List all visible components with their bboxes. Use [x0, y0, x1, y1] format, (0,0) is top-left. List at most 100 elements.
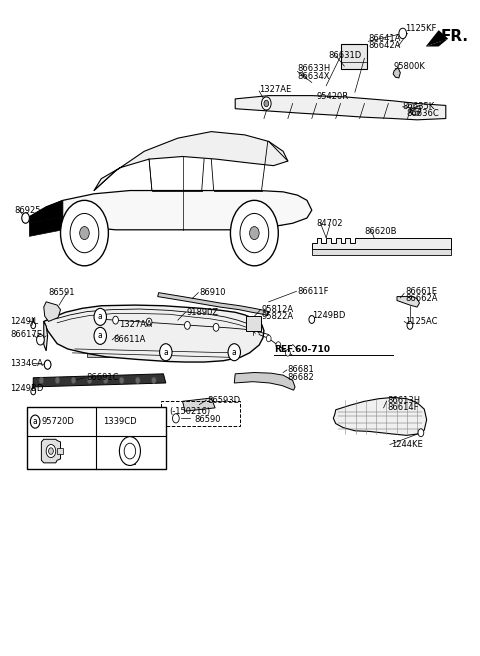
Text: a: a	[33, 417, 37, 426]
Text: 86661E: 86661E	[405, 287, 437, 296]
Circle shape	[152, 377, 156, 384]
Polygon shape	[44, 302, 60, 321]
Text: 86613H: 86613H	[387, 396, 420, 405]
Circle shape	[276, 342, 281, 348]
Circle shape	[31, 322, 36, 329]
Text: 86620B: 86620B	[364, 226, 397, 236]
Circle shape	[113, 316, 119, 324]
Text: 86593D: 86593D	[207, 396, 240, 405]
Text: a: a	[98, 331, 103, 340]
Circle shape	[60, 200, 108, 266]
Text: 1244KE: 1244KE	[391, 440, 422, 449]
Circle shape	[250, 226, 259, 239]
Bar	[161, 401, 240, 426]
Circle shape	[230, 200, 278, 266]
Circle shape	[55, 377, 60, 384]
Polygon shape	[29, 190, 312, 230]
Polygon shape	[158, 350, 187, 358]
Text: FR.: FR.	[441, 29, 469, 43]
Circle shape	[262, 97, 271, 110]
Text: 86635K: 86635K	[403, 102, 435, 112]
Text: 1249BD: 1249BD	[312, 311, 345, 320]
Circle shape	[213, 323, 219, 331]
Polygon shape	[29, 216, 63, 236]
Circle shape	[22, 213, 29, 223]
Circle shape	[94, 327, 107, 344]
Circle shape	[124, 443, 136, 459]
Polygon shape	[197, 350, 226, 358]
Polygon shape	[44, 305, 264, 362]
Text: 86641A: 86641A	[368, 34, 401, 43]
Text: 1249JL: 1249JL	[10, 317, 38, 326]
Text: 1339CD: 1339CD	[103, 417, 136, 426]
Text: (-150216): (-150216)	[169, 407, 210, 417]
Text: 86634X: 86634X	[298, 72, 330, 81]
Polygon shape	[87, 349, 111, 357]
Circle shape	[46, 445, 56, 458]
Text: 95800K: 95800K	[393, 62, 425, 72]
Circle shape	[71, 377, 76, 384]
Circle shape	[146, 318, 152, 326]
Circle shape	[70, 213, 99, 253]
Circle shape	[418, 429, 424, 437]
Circle shape	[286, 350, 290, 356]
Polygon shape	[426, 39, 448, 47]
Text: 1125AC: 1125AC	[405, 317, 438, 326]
Text: 95420R: 95420R	[317, 92, 348, 102]
Polygon shape	[44, 321, 48, 351]
Text: 86614F: 86614F	[387, 403, 419, 413]
Polygon shape	[410, 106, 421, 115]
Text: 86681: 86681	[288, 365, 314, 375]
Circle shape	[399, 28, 407, 39]
Text: a: a	[164, 348, 168, 357]
Circle shape	[159, 344, 172, 361]
Circle shape	[184, 321, 190, 329]
Bar	[27, 407, 166, 469]
Circle shape	[240, 213, 269, 253]
Circle shape	[135, 377, 140, 384]
Circle shape	[80, 226, 89, 239]
Text: REF.60-710: REF.60-710	[275, 345, 330, 354]
Polygon shape	[234, 373, 295, 390]
Text: 1249BD: 1249BD	[10, 384, 44, 394]
Polygon shape	[94, 132, 288, 190]
Circle shape	[103, 377, 108, 384]
Text: 1334CA: 1334CA	[10, 359, 43, 368]
Circle shape	[120, 377, 124, 384]
Text: a: a	[232, 348, 237, 357]
Circle shape	[31, 388, 36, 395]
Text: 95822A: 95822A	[262, 312, 294, 321]
Text: 86617E: 86617E	[10, 330, 42, 339]
Text: 1327AA: 1327AA	[120, 319, 152, 329]
Circle shape	[407, 321, 413, 329]
Text: 95812A: 95812A	[262, 305, 294, 314]
Circle shape	[266, 335, 271, 342]
Bar	[340, 44, 367, 69]
Text: 86682: 86682	[288, 373, 314, 382]
Text: 86631D: 86631D	[328, 51, 362, 60]
Circle shape	[120, 437, 141, 466]
Text: a: a	[98, 312, 103, 321]
Text: 86590: 86590	[194, 415, 221, 424]
Text: 84702: 84702	[317, 218, 343, 228]
Circle shape	[309, 316, 315, 323]
Polygon shape	[29, 200, 63, 223]
Text: 95720D: 95720D	[41, 417, 74, 426]
Polygon shape	[235, 96, 446, 120]
Text: 86691C: 86691C	[86, 373, 119, 382]
Polygon shape	[120, 349, 149, 357]
Text: 86633H: 86633H	[298, 64, 331, 73]
Text: 86925: 86925	[14, 206, 41, 215]
Polygon shape	[397, 297, 420, 307]
Text: 86611F: 86611F	[298, 287, 329, 296]
Polygon shape	[312, 249, 451, 255]
Text: 86636C: 86636C	[407, 110, 439, 119]
Polygon shape	[333, 398, 427, 436]
Text: 91890Z: 91890Z	[186, 308, 218, 317]
Circle shape	[36, 335, 44, 345]
Text: 1327AE: 1327AE	[259, 85, 291, 94]
Polygon shape	[312, 237, 451, 249]
Bar	[57, 449, 63, 454]
Polygon shape	[157, 293, 269, 316]
Circle shape	[264, 100, 269, 107]
